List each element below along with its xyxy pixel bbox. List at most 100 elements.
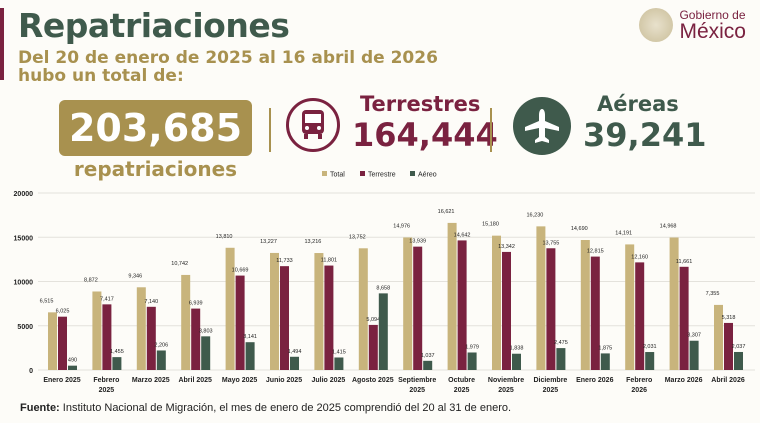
bar-total bbox=[225, 247, 235, 370]
bar-aéreo bbox=[689, 340, 699, 370]
bar-total bbox=[669, 237, 679, 370]
data-label: 14,690 bbox=[571, 226, 588, 232]
bar-total bbox=[403, 237, 413, 370]
data-label: 11,733 bbox=[276, 258, 292, 264]
bar-terrestre bbox=[724, 322, 733, 370]
bar-terrestre bbox=[546, 248, 556, 370]
bar-total bbox=[580, 239, 590, 370]
data-label: 14,968 bbox=[660, 224, 677, 230]
total-label: repatriaciones bbox=[73, 157, 238, 181]
y-tick-label: 5000 bbox=[17, 324, 33, 331]
legend-label: Terrestre bbox=[368, 172, 396, 179]
bar-terrestre bbox=[679, 266, 689, 370]
legend-label: Total bbox=[330, 172, 345, 179]
bar-terrestre bbox=[635, 262, 645, 370]
data-label: 1,875 bbox=[598, 345, 612, 351]
bar-terrestre bbox=[368, 324, 378, 370]
bar-aéreo bbox=[556, 348, 566, 370]
bar-total bbox=[314, 253, 324, 370]
data-label: 1,838 bbox=[510, 346, 524, 352]
data-label: 1,037 bbox=[421, 353, 435, 359]
source-note: Fuente: Instituto Nacional de Migración,… bbox=[20, 402, 511, 414]
data-label: 3,803 bbox=[199, 328, 213, 334]
seal-icon bbox=[639, 8, 674, 42]
x-tick-label: Mayo 2025 bbox=[222, 377, 258, 384]
data-label: 3,141 bbox=[243, 334, 257, 340]
total-value: 203,685 bbox=[59, 100, 252, 156]
data-label: 16,621 bbox=[438, 209, 455, 215]
bar-total bbox=[136, 287, 146, 370]
bar-terrestre bbox=[102, 304, 112, 370]
data-label: 9,346 bbox=[128, 273, 142, 279]
source-text: Instituto Nacional de Migración, el mes … bbox=[62, 402, 512, 414]
x-tick-label: Diciembre 2025 bbox=[533, 377, 567, 394]
data-label: 10,669 bbox=[232, 268, 249, 274]
bar-terrestre bbox=[457, 240, 467, 370]
data-label: 2,031 bbox=[643, 344, 657, 350]
data-label: 11,801 bbox=[321, 258, 337, 264]
logo-line2: México bbox=[679, 20, 746, 43]
data-label: 3,307 bbox=[687, 333, 701, 339]
bar-aéreo bbox=[290, 356, 299, 370]
bar-total bbox=[625, 244, 635, 370]
data-label: 14,191 bbox=[615, 230, 632, 236]
data-label: 6,515 bbox=[40, 298, 54, 304]
bar-aéreo bbox=[423, 360, 433, 370]
data-label: 1,979 bbox=[465, 344, 479, 350]
data-label: 2,206 bbox=[154, 342, 168, 348]
subtitle-line2: hubo un total de: bbox=[18, 66, 184, 86]
data-label: 13,216 bbox=[304, 239, 321, 245]
bar-total bbox=[714, 304, 723, 370]
divider bbox=[490, 108, 492, 152]
bar-total bbox=[447, 222, 457, 370]
bar-aéreo bbox=[112, 357, 122, 370]
subtitle-line1: Del 20 de enero de 2025 al 16 abril de 2… bbox=[18, 48, 438, 68]
x-tick-label: Marzo 2026 bbox=[665, 377, 703, 384]
data-label: 13,939 bbox=[409, 239, 426, 245]
bar-total bbox=[536, 226, 546, 370]
x-tick-label: Enero 2026 bbox=[576, 377, 613, 384]
x-tick-label: Junio 2025 bbox=[266, 377, 302, 384]
bar-aéreo bbox=[156, 350, 166, 370]
data-label: 14,642 bbox=[454, 232, 471, 238]
legend-swatch bbox=[410, 171, 415, 176]
bar-total bbox=[48, 312, 57, 370]
bar-aéreo bbox=[645, 352, 655, 370]
subtitle: Del 20 de enero de 2025 al 16 abril de 2… bbox=[18, 49, 438, 85]
bar-aéreo bbox=[734, 351, 743, 370]
x-tick-label: Agosto 2025 bbox=[352, 377, 394, 384]
data-label: 1,415 bbox=[332, 349, 346, 355]
data-label: 12,160 bbox=[631, 254, 648, 260]
data-label: 14,976 bbox=[393, 223, 410, 229]
divider bbox=[269, 108, 271, 152]
data-label: 10,742 bbox=[171, 261, 188, 267]
data-label: 6,939 bbox=[189, 301, 203, 307]
x-tick-label: Marzo 2025 bbox=[132, 377, 170, 384]
data-label: 13,810 bbox=[216, 234, 233, 240]
accent-bar bbox=[0, 8, 4, 80]
data-label: 12,815 bbox=[587, 249, 604, 255]
x-tick-label: Julio 2025 bbox=[311, 377, 345, 384]
bar-terrestre bbox=[235, 275, 245, 370]
data-label: 5,318 bbox=[722, 315, 736, 321]
x-tick-label: Febrero 2026 bbox=[626, 377, 652, 394]
y-tick-label: 10000 bbox=[14, 280, 34, 287]
bar-chart: 0 5000 10000 15000 20000 Total Terrestre Aéreo 6… bbox=[14, 171, 755, 394]
airplane-icon bbox=[513, 97, 571, 155]
bus-icon bbox=[286, 98, 340, 152]
bar-terrestre bbox=[590, 256, 600, 370]
x-tick-label: Abril 2026 bbox=[711, 377, 745, 384]
logo-line1: Gobierno de bbox=[679, 8, 746, 22]
source-label: Fuente: bbox=[20, 402, 60, 414]
bar-aéreo bbox=[600, 353, 610, 370]
aereas-label: Aéreas bbox=[597, 92, 679, 116]
data-label: 13,755 bbox=[542, 240, 559, 246]
aereas-value: 39,241 bbox=[583, 116, 707, 154]
bar-aéreo bbox=[201, 336, 211, 370]
terrestres-value: 164,444 bbox=[352, 116, 498, 154]
bar-aéreo bbox=[68, 365, 77, 370]
bar-aéreo bbox=[378, 293, 388, 370]
data-label: 13,227 bbox=[260, 239, 277, 245]
y-tick-label: 20000 bbox=[14, 191, 34, 198]
bar-terrestre bbox=[58, 316, 67, 370]
